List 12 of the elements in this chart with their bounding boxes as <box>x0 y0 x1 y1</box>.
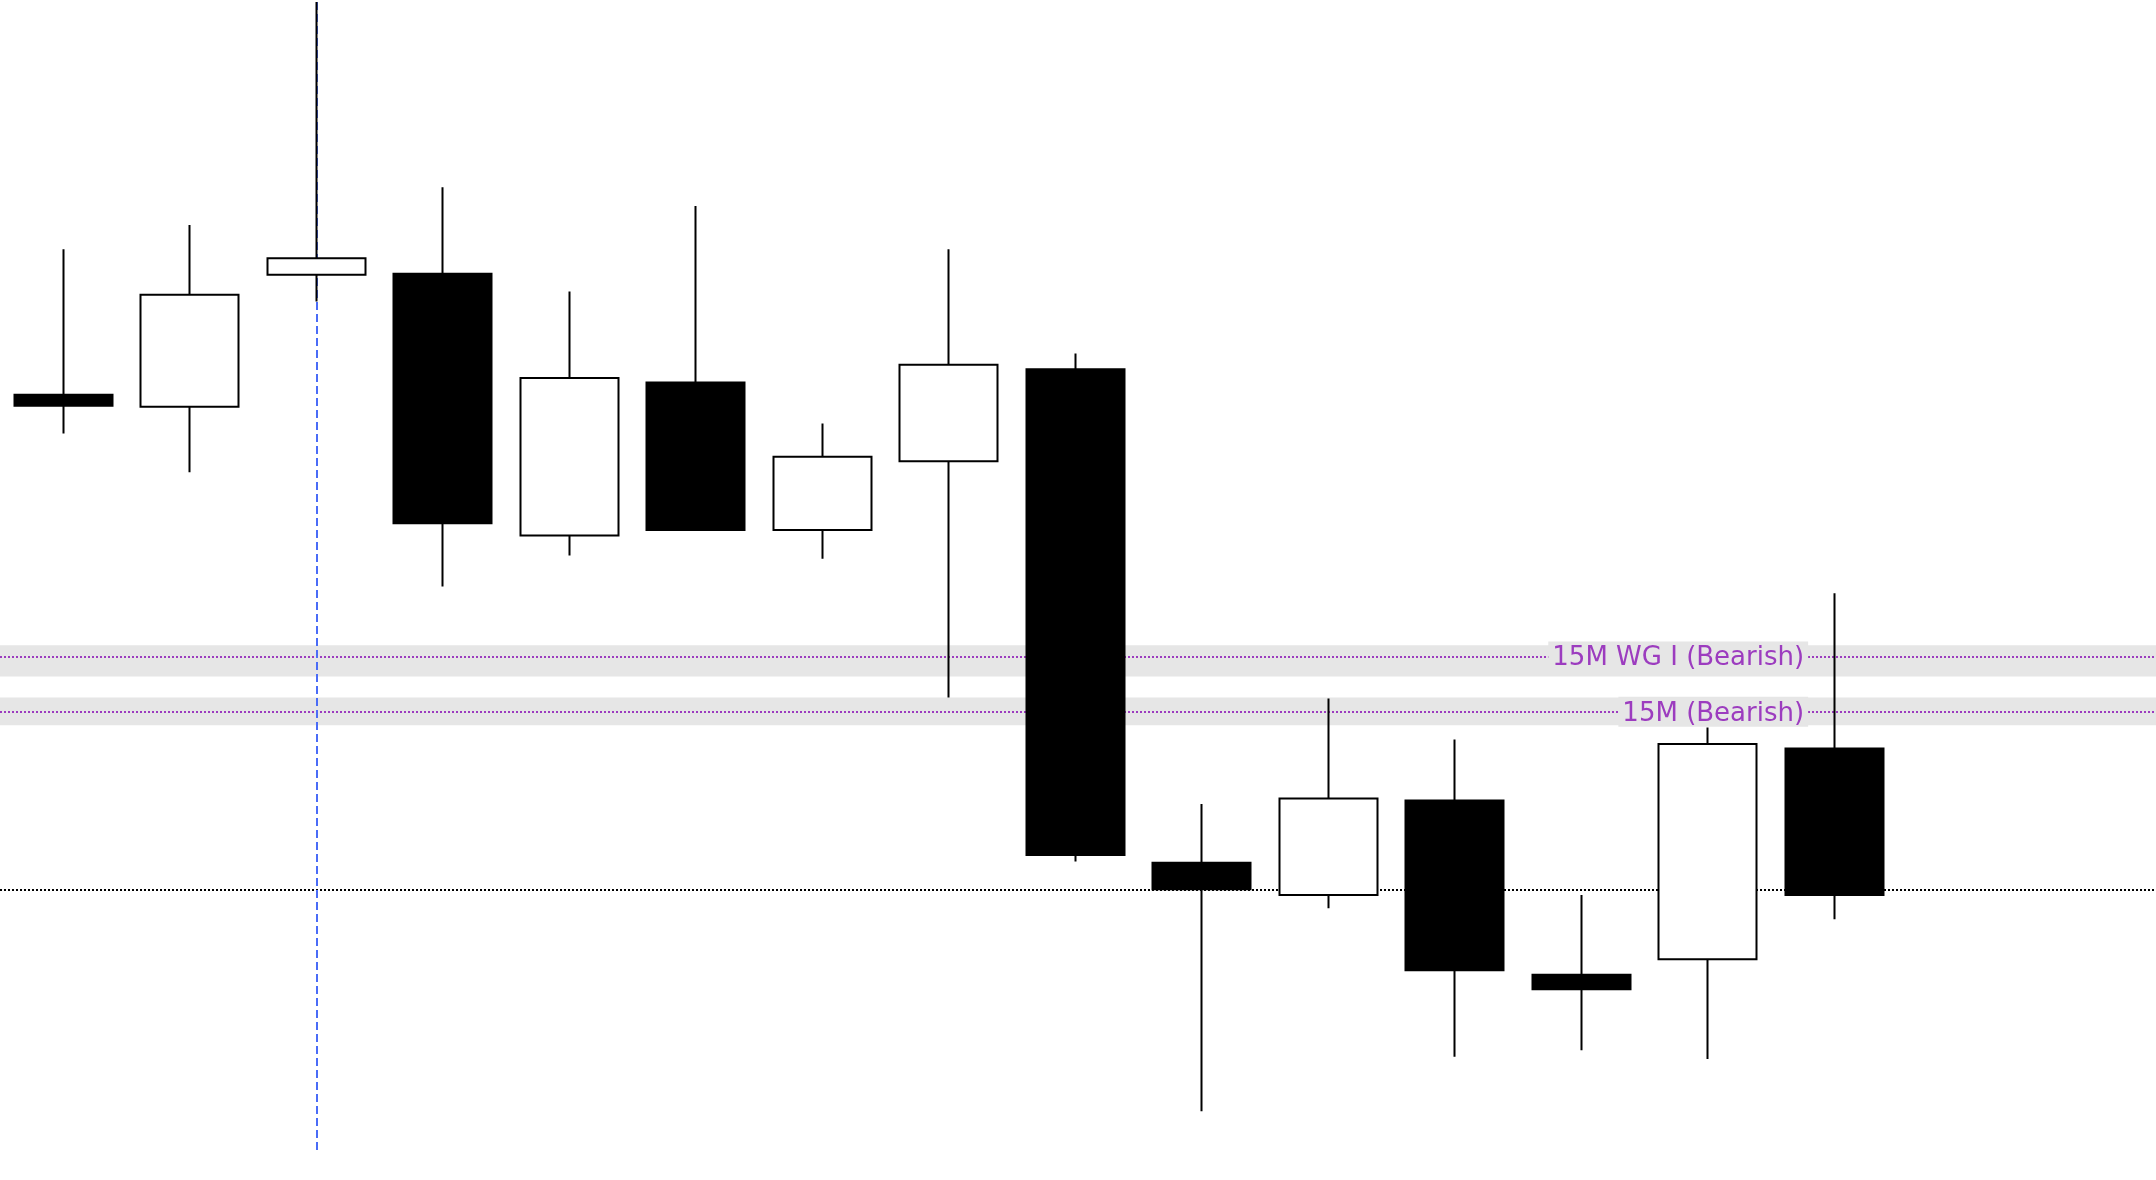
candlestick <box>392 186 493 588</box>
candlestick <box>13 248 114 435</box>
candlestick <box>1025 352 1126 863</box>
ref-line-label: 15M WG I (Bearish) <box>1552 641 1805 672</box>
candlestick <box>519 290 620 557</box>
candlestick <box>645 205 746 531</box>
ref-line-label: 15M (Bearish) <box>1622 696 1805 727</box>
candlestick <box>266 1 367 303</box>
candlestick <box>139 223 240 474</box>
candlestick <box>1531 893 1632 1052</box>
candlestick <box>898 248 999 699</box>
candlestick <box>772 422 873 560</box>
